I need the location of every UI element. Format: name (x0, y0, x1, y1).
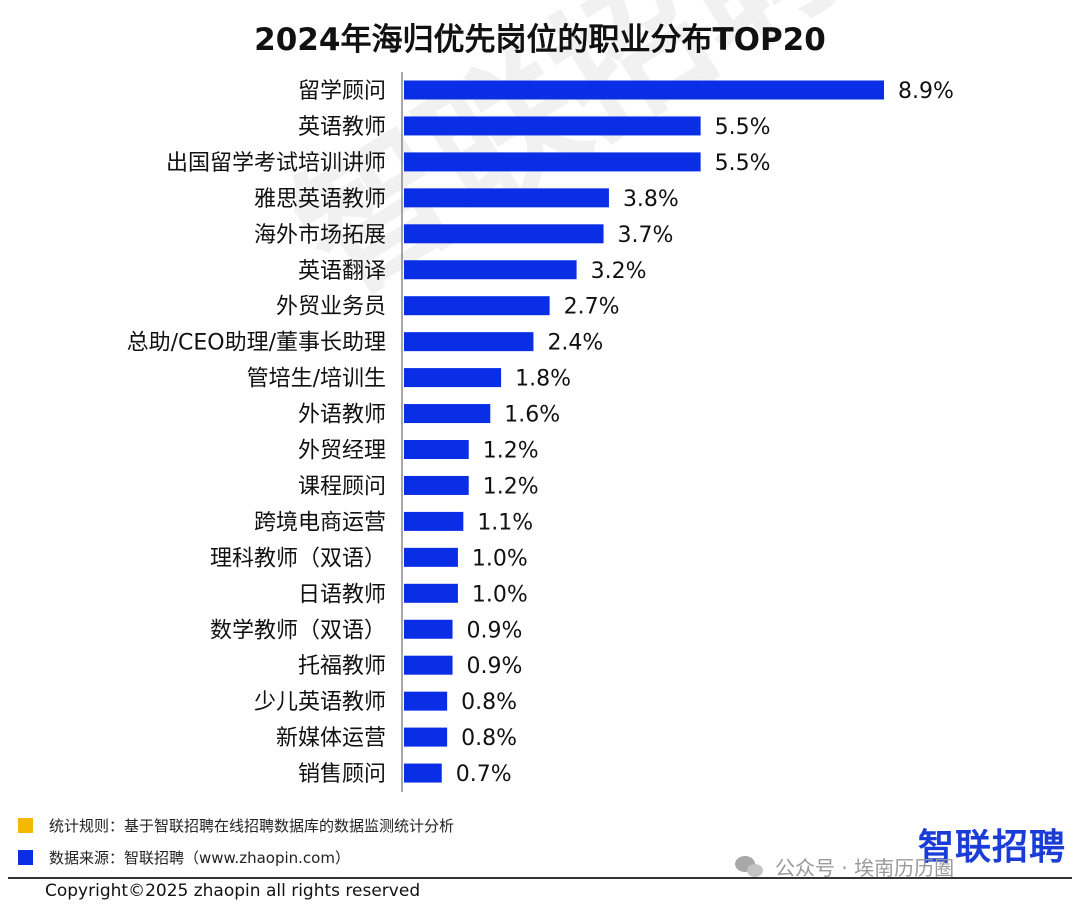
value-label: 3.2% (591, 259, 647, 284)
category-label: 英语翻译 (298, 259, 386, 284)
bar (404, 691, 448, 711)
legend-rule-text: 统计规则：基于智联招聘在线招聘数据库的数据监测统计分析 (49, 817, 455, 835)
bar (404, 475, 469, 495)
bar (404, 296, 550, 316)
bar (404, 188, 609, 208)
category-label: 理科教师（双语） (210, 546, 386, 571)
value-label: 2.4% (547, 331, 603, 356)
bar (404, 763, 442, 783)
category-label: 新媒体运营 (276, 726, 386, 751)
category-label: 管培生/培训生 (247, 367, 386, 392)
value-label: 1.6% (504, 403, 560, 428)
category-label: 数学教师（双语） (210, 618, 386, 643)
value-label: 0.9% (467, 654, 523, 679)
category-label: 课程顾问 (298, 474, 386, 499)
wechat-icon (735, 855, 765, 878)
category-label: 跨境电商运营 (254, 510, 386, 535)
copyright-text: Copyright©2025 zhaopin all rights reserv… (45, 881, 421, 901)
category-label: 外语教师 (298, 403, 386, 428)
value-label: 0.8% (461, 690, 517, 715)
bar (404, 440, 469, 459)
bar (404, 655, 453, 675)
legend-rule: 统计规则：基于智联招聘在线招聘数据库的数据监测统计分析 (18, 815, 454, 836)
value-label: 0.9% (467, 618, 523, 643)
value-label: 1.2% (483, 474, 539, 499)
value-label: 2.7% (564, 295, 620, 320)
bars-group: 留学顾问 8.9% 英语教师 5.5% 出国留学考试培训讲师 5.5% 雅思英语教师 3.8%… (127, 79, 954, 787)
bar (404, 80, 884, 100)
bar (404, 727, 448, 747)
zhaopin-logo: 智联招聘 (917, 827, 1066, 868)
value-label: 0.8% (461, 726, 517, 751)
wechat-watermark: 公众号 · 埃南历历圈 (735, 852, 954, 881)
bar (404, 619, 453, 639)
category-label: 少儿英语教师 (254, 690, 386, 715)
value-label: 1.2% (483, 439, 539, 464)
bar (404, 332, 534, 352)
wechat-watermark-text: 公众号 · 埃南历历圈 (775, 856, 955, 880)
value-label: 3.8% (623, 187, 679, 212)
value-label: 0.7% (456, 762, 512, 787)
bar (404, 368, 502, 388)
bar (404, 547, 458, 567)
category-label: 销售顾问 (298, 762, 386, 787)
value-label: 8.9% (898, 79, 954, 104)
bar (404, 583, 458, 603)
value-label: 1.0% (472, 582, 528, 607)
category-label: 留学顾问 (298, 79, 386, 104)
bar (404, 260, 577, 280)
value-label: 3.7% (618, 223, 674, 248)
bar (404, 404, 491, 424)
category-label: 托福教师 (298, 654, 386, 679)
value-label: 1.8% (515, 367, 571, 392)
bar-chart: 留学顾问 8.9% 英语教师 5.5% 出国留学考试培训讲师 5.5% 雅思英语教师 3.8%… (127, 72, 954, 792)
category-label: 外贸经理 (298, 439, 386, 464)
legend-source: 数据来源：智联招聘（www.zhaopin.com） (18, 847, 350, 868)
value-label: 5.5% (715, 151, 771, 176)
category-label: 出国留学考试培训讲师 (166, 151, 386, 176)
legend-source-swatch (18, 850, 33, 865)
bar (404, 152, 701, 172)
category-label: 雅思英语教师 (254, 187, 386, 212)
footer-divider (8, 877, 1072, 879)
category-label: 英语教师 (298, 115, 386, 140)
value-label: 5.5% (715, 115, 771, 140)
category-label: 外贸业务员 (276, 295, 386, 320)
bar (404, 511, 464, 531)
bar (404, 224, 604, 244)
legend-rule-swatch (18, 818, 33, 833)
category-label: 总助/CEO助理/董事长助理 (127, 331, 386, 356)
bar (404, 116, 701, 136)
value-label: 1.0% (472, 546, 528, 571)
value-label: 1.1% (477, 510, 533, 535)
category-label: 日语教师 (298, 582, 386, 607)
chart-title: 2024年海归优先岗位的职业分布TOP20 (254, 22, 826, 58)
legend-source-text: 数据来源：智联招聘（www.zhaopin.com） (49, 849, 350, 867)
category-label: 海外市场拓展 (254, 223, 386, 248)
